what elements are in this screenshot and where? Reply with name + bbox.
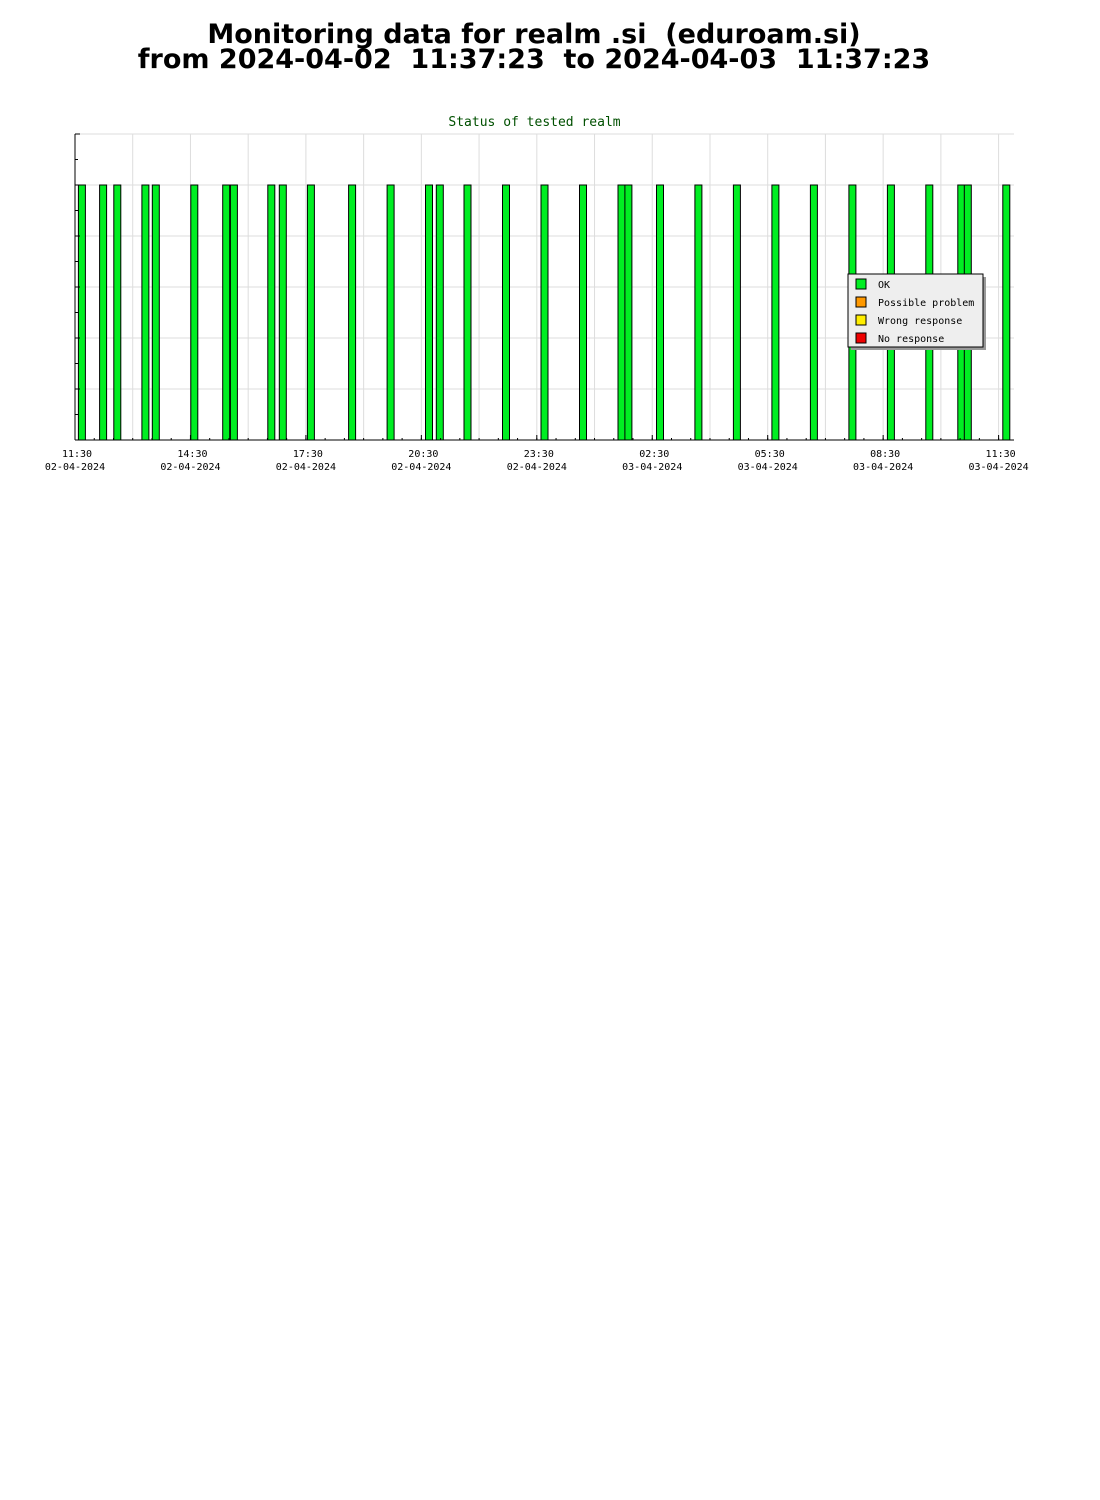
status-bar (656, 184, 664, 441)
status-bar (694, 184, 703, 441)
x-tick-date-label: 02-04-2024 (391, 462, 451, 473)
page-title-line-1: Monitoring data for realm .si (eduroam.s… (207, 19, 861, 50)
x-tick-time-label: 11:30 (986, 449, 1016, 460)
status-bar (113, 184, 122, 441)
x-tick-time-label: 14:30 (177, 449, 207, 460)
status-bar (306, 184, 315, 441)
status-bar (732, 184, 741, 441)
status-bar (435, 184, 444, 441)
status-bar (617, 184, 626, 441)
x-tick-time-label: 11:30 (62, 449, 92, 460)
status-bar (190, 184, 199, 441)
status-bar (229, 184, 238, 441)
status-bar (267, 184, 276, 441)
legend-swatch (855, 296, 867, 308)
x-tick-date-label: 03-04-2024 (853, 462, 913, 473)
status-chart: Status of tested realm 11:30 02-04-2024 14:… (45, 115, 1029, 473)
status-bar (386, 184, 395, 441)
legend-label: Possible problem (878, 298, 974, 309)
status-bar (502, 184, 510, 441)
x-tick-date-label: 02-04-2024 (276, 462, 336, 473)
status-bar (348, 184, 357, 441)
page-title: Monitoring data for realm .si (eduroam.s… (0, 19, 1068, 75)
status-bar (809, 184, 818, 441)
status-bar (540, 184, 549, 441)
x-tick-time-label: 17:30 (293, 449, 323, 460)
status-bar (99, 184, 108, 441)
status-bar (624, 184, 633, 441)
legend-label: No response (878, 334, 944, 345)
x-tick-time-label: 02:30 (639, 449, 669, 460)
status-bar (771, 184, 780, 441)
x-tick-time-label: 20:30 (408, 449, 438, 460)
chart-title: Status of tested realm (448, 115, 620, 130)
legend-swatch (855, 332, 867, 344)
status-bar (141, 184, 150, 441)
x-tick-time-label: 08:30 (870, 449, 900, 460)
status-bar (425, 184, 433, 441)
x-tick-date-label: 03-04-2024 (738, 462, 798, 473)
status-bar (77, 184, 86, 441)
status-bar (579, 184, 587, 441)
status-bar (463, 184, 472, 441)
x-tick-date-label: 02-04-2024 (507, 462, 567, 473)
x-tick-date-label: 03-04-2024 (622, 462, 682, 473)
legend-label: OK (878, 280, 890, 291)
status-bar (222, 184, 231, 441)
status-bar (151, 184, 160, 441)
status-bar (278, 184, 287, 441)
x-tick-time-label: 23:30 (524, 449, 554, 460)
x-tick-date-label: 02-04-2024 (45, 462, 105, 473)
legend-swatch (855, 278, 867, 290)
legend-label: Wrong response (878, 316, 962, 327)
x-tick-time-label: 05:30 (755, 449, 785, 460)
legend-box (847, 273, 984, 348)
x-tick-date-label: 02-04-2024 (160, 462, 220, 473)
status-bar (1002, 184, 1011, 441)
legend-swatch (855, 314, 867, 326)
page-title-line-2: from 2024-04-02 11:37:23 to 2024-04-03 1… (137, 44, 931, 75)
x-tick-date-label: 03-04-2024 (968, 462, 1028, 473)
